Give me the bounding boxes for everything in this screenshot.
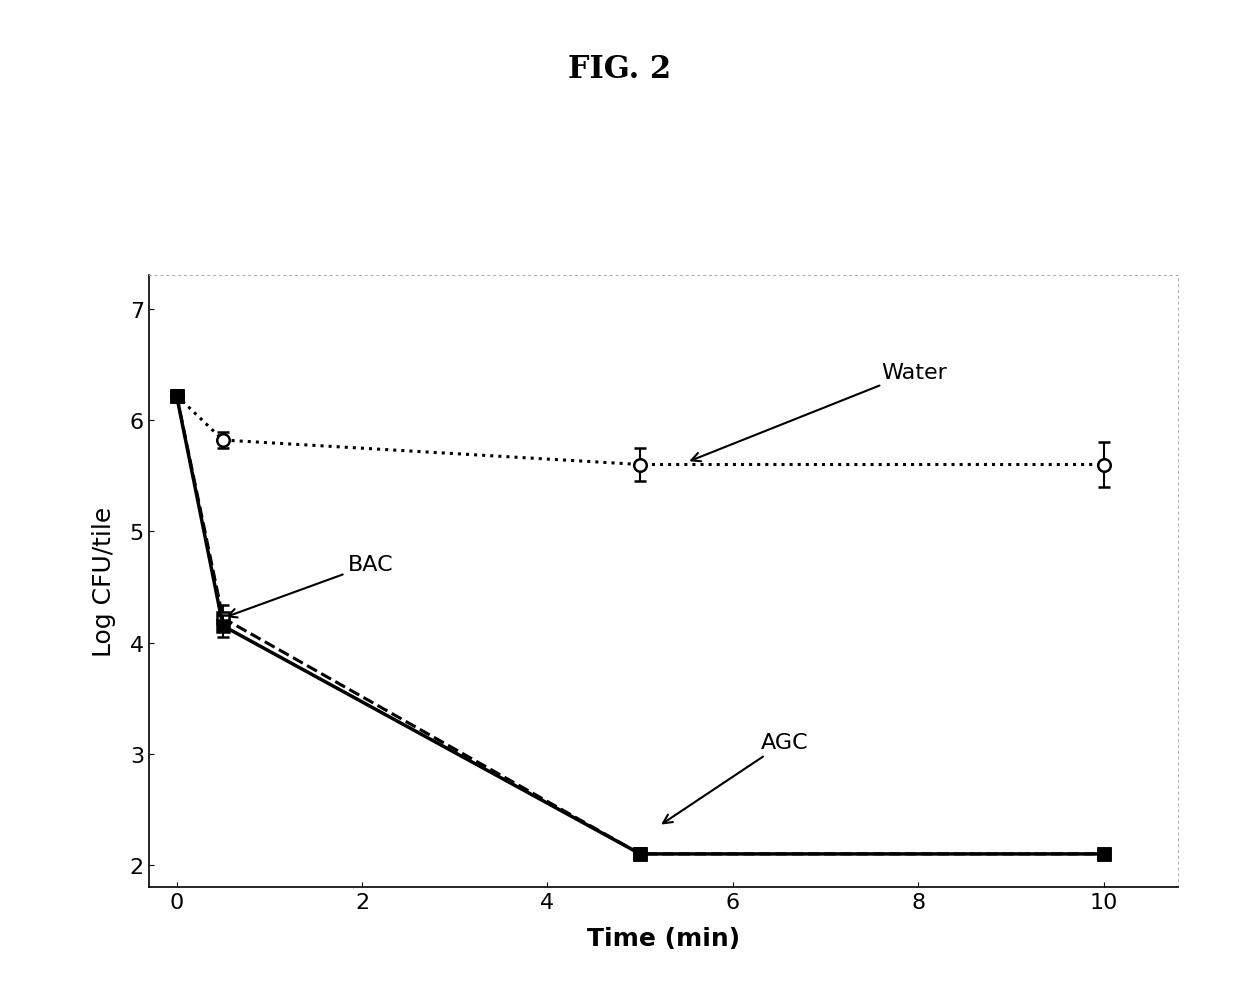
Text: AGC: AGC: [663, 733, 808, 823]
Text: FIG. 2: FIG. 2: [568, 53, 672, 85]
Text: Water: Water: [692, 362, 947, 461]
X-axis label: Time (min): Time (min): [587, 926, 740, 951]
Y-axis label: Log CFU/tile: Log CFU/tile: [92, 507, 115, 657]
Text: BAC: BAC: [228, 555, 394, 618]
